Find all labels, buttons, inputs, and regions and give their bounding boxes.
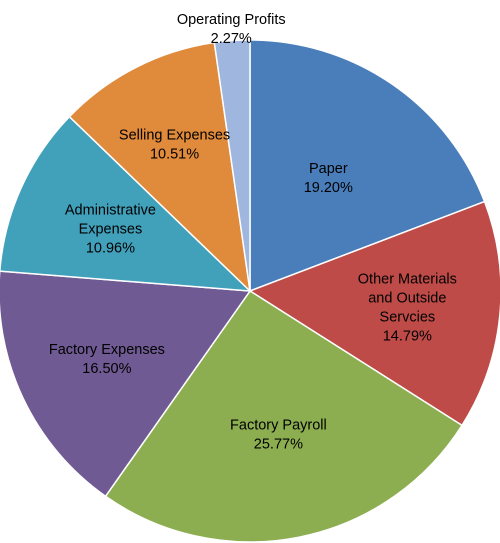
pie-slice-operating-profits [213,39,251,292]
slice-category-label: Expenses [79,221,143,237]
slice-percent-label: 10.96% [86,240,135,256]
slice-percent-label: 10.51% [150,146,199,162]
slice-category-label: Factory Payroll [230,418,327,434]
slice-category-label: and Outside [368,291,446,307]
slice-category-label: Selling Expenses [119,127,230,143]
slice-percent-label: 2.27% [211,31,252,47]
slice-label-factory-expenses: Factory Expenses 16.50% [49,342,165,377]
labels-layer: Paper 19.20% Other Materials and Outside Ser… [49,12,457,453]
slices-layer [0,39,500,543]
slice-label-factory-payroll: Factory Payroll 25.77% [230,418,327,453]
slice-category-label: Servcies [380,310,436,326]
slice-label-administrative-expenses: Administrative Expenses 10.96% [65,202,156,256]
slice-category-label: Factory Expenses [49,342,165,358]
pie-slice-factory-payroll [104,289,464,543]
pie-slice-administrative-expenses [0,115,253,292]
slice-percent-label: 16.50% [82,361,131,377]
slice-percent-label: 14.79% [383,329,432,345]
slice-category-label: Administrative [65,202,156,218]
slice-category-label: Operating Profits [177,12,286,28]
pie-slice-selling-expenses [68,41,252,294]
slice-percent-label: 19.20% [304,180,353,196]
slice-label-operating-profits: Operating Profits 2.27% [177,12,286,47]
pie-slice-factory-expenses [0,270,252,498]
slice-category-label: Paper [309,161,348,177]
slice-label-other-materials-and-outside-servcies: Other Materials and Outside Servcies 14.79% [358,272,457,345]
pie-slice-paper [249,39,486,293]
slice-percent-label: 25.77% [254,437,303,453]
slice-label-selling-expenses: Selling Expenses 10.51% [119,127,230,162]
slice-label-paper: Paper 19.20% [304,161,353,196]
slice-category-label: Other Materials [358,272,457,288]
